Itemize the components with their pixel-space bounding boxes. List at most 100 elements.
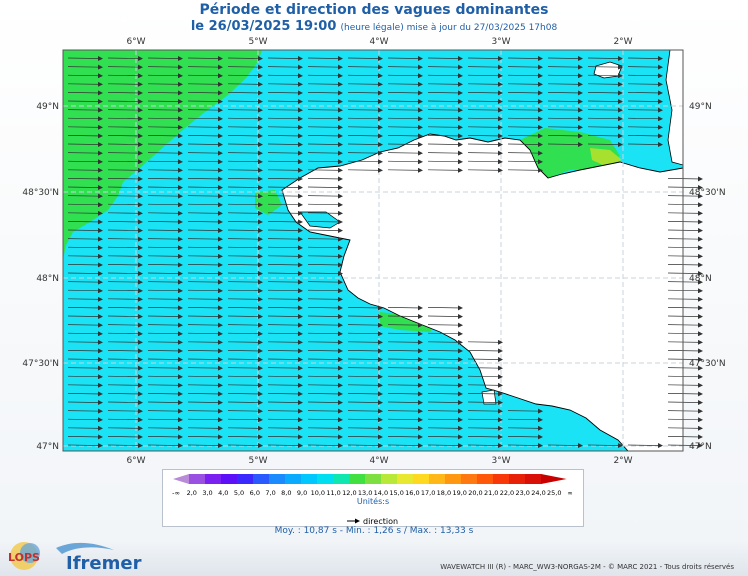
legend-tick-label: 15,0 [389, 489, 403, 497]
land-cotentin [665, 50, 683, 166]
direction-arrow [347, 90, 383, 96]
direction-arrow [67, 107, 103, 113]
direction-arrow [667, 185, 703, 191]
lat-label-right: 49°N [689, 102, 712, 112]
direction-arrow [547, 133, 583, 139]
direction-arrow [587, 56, 623, 62]
direction-arrow [107, 202, 143, 208]
direction-arrow [267, 176, 303, 182]
lon-label-bottom: 3°W [491, 456, 510, 466]
legend-tick-label: 25,0 [547, 489, 561, 497]
direction-arrow [187, 348, 223, 354]
direction-arrow [387, 73, 423, 79]
direction-arrow [187, 279, 223, 285]
direction-arrow [147, 400, 183, 406]
legend-tick-label: 13,0 [358, 489, 372, 497]
direction-arrow [667, 271, 703, 277]
legend-overflow-swatch [541, 474, 567, 484]
legend-swatch [237, 474, 254, 484]
legend-swatch [509, 474, 526, 484]
map-title: Période et direction des vagues dominant… [199, 2, 549, 18]
legend-swatch [253, 474, 270, 484]
direction-arrow [227, 124, 263, 130]
direction-arrow [187, 64, 223, 70]
direction-arrow [307, 159, 343, 165]
direction-arrow [267, 288, 303, 294]
direction-arrow [347, 314, 383, 320]
direction-arrow [267, 408, 303, 414]
direction-arrow [187, 339, 223, 345]
direction-arrow [267, 64, 303, 70]
direction-arrow [387, 159, 423, 165]
direction-arrow [467, 133, 503, 139]
direction-arrow [187, 107, 223, 113]
direction-arrow [307, 443, 343, 449]
direction-arrow [667, 314, 703, 320]
direction-arrow [107, 348, 143, 354]
legend-swatch [477, 474, 494, 484]
direction-arrow [67, 322, 103, 328]
legend-underflow-swatch [173, 474, 189, 484]
legend-tick-label: 21,0 [484, 489, 498, 497]
direction-arrow [467, 124, 503, 130]
direction-arrow [307, 348, 343, 354]
direction-arrow [307, 357, 343, 363]
direction-arrow [267, 159, 303, 165]
direction-arrow [427, 107, 463, 113]
direction-arrow [227, 417, 263, 423]
direction-arrow [307, 365, 343, 371]
direction-arrow [67, 357, 103, 363]
direction-arrow [547, 73, 583, 79]
legend-tick-label: -∞ [172, 489, 180, 497]
direction-arrow [627, 90, 663, 96]
direction-arrow [67, 133, 103, 139]
direction-arrow [147, 193, 183, 199]
direction-arrow [187, 314, 223, 320]
legend-swatch [525, 474, 542, 484]
direction-arrow [387, 339, 423, 345]
direction-arrow [627, 133, 663, 139]
legend-swatch [445, 474, 462, 484]
direction-arrow [387, 331, 423, 337]
direction-arrow [347, 365, 383, 371]
direction-arrow [307, 305, 343, 311]
lon-label-bottom: 5°W [248, 456, 267, 466]
direction-arrow [507, 150, 543, 156]
direction-arrow [427, 81, 463, 87]
direction-arrow [107, 245, 143, 251]
legend-tick-label: 5,0 [234, 489, 244, 497]
direction-arrow [307, 408, 343, 414]
direction-arrow [227, 236, 263, 242]
direction-arrow [627, 73, 663, 79]
direction-arrow [147, 73, 183, 79]
direction-arrow [67, 142, 103, 148]
direction-arrow [627, 142, 663, 148]
direction-arrow [187, 210, 223, 216]
direction-arrow [187, 443, 223, 449]
direction-arrow [227, 400, 263, 406]
direction-arrow [667, 176, 703, 182]
lon-label-top: 5°W [248, 37, 267, 47]
direction-arrow [547, 124, 583, 130]
lon-label-bottom: 2°W [613, 456, 632, 466]
direction-arrow [227, 262, 263, 268]
direction-arrow [347, 425, 383, 431]
direction-arrow [387, 322, 423, 328]
direction-arrow [67, 262, 103, 268]
direction-arrow [667, 288, 703, 294]
direction-arrow [67, 408, 103, 414]
direction-arrow [147, 150, 183, 156]
direction-arrow [467, 425, 503, 431]
direction-arrow [147, 56, 183, 62]
direction-arrow [627, 124, 663, 130]
legend-tick-label: ∞ [567, 489, 572, 497]
direction-arrow [267, 271, 303, 277]
direction-arrow [347, 167, 383, 173]
direction-arrow [307, 288, 343, 294]
direction-arrow [307, 331, 343, 337]
direction-arrow [507, 159, 543, 165]
coastal-patch-14s [590, 148, 622, 166]
direction-arrow [227, 279, 263, 285]
legend-direction-label: direction [363, 517, 398, 526]
direction-arrow [267, 434, 303, 440]
